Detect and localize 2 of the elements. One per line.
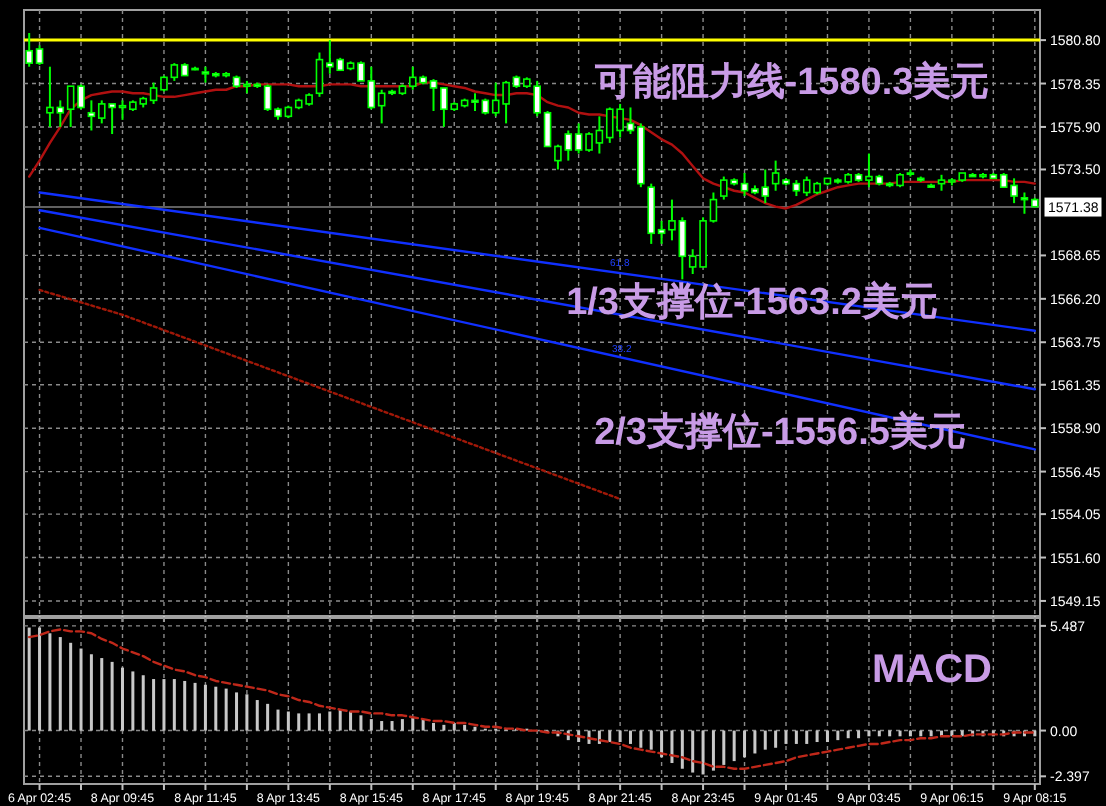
annotation: 可能阻力线-1580.3美元 xyxy=(592,60,990,104)
annotation: MACD xyxy=(872,648,992,692)
